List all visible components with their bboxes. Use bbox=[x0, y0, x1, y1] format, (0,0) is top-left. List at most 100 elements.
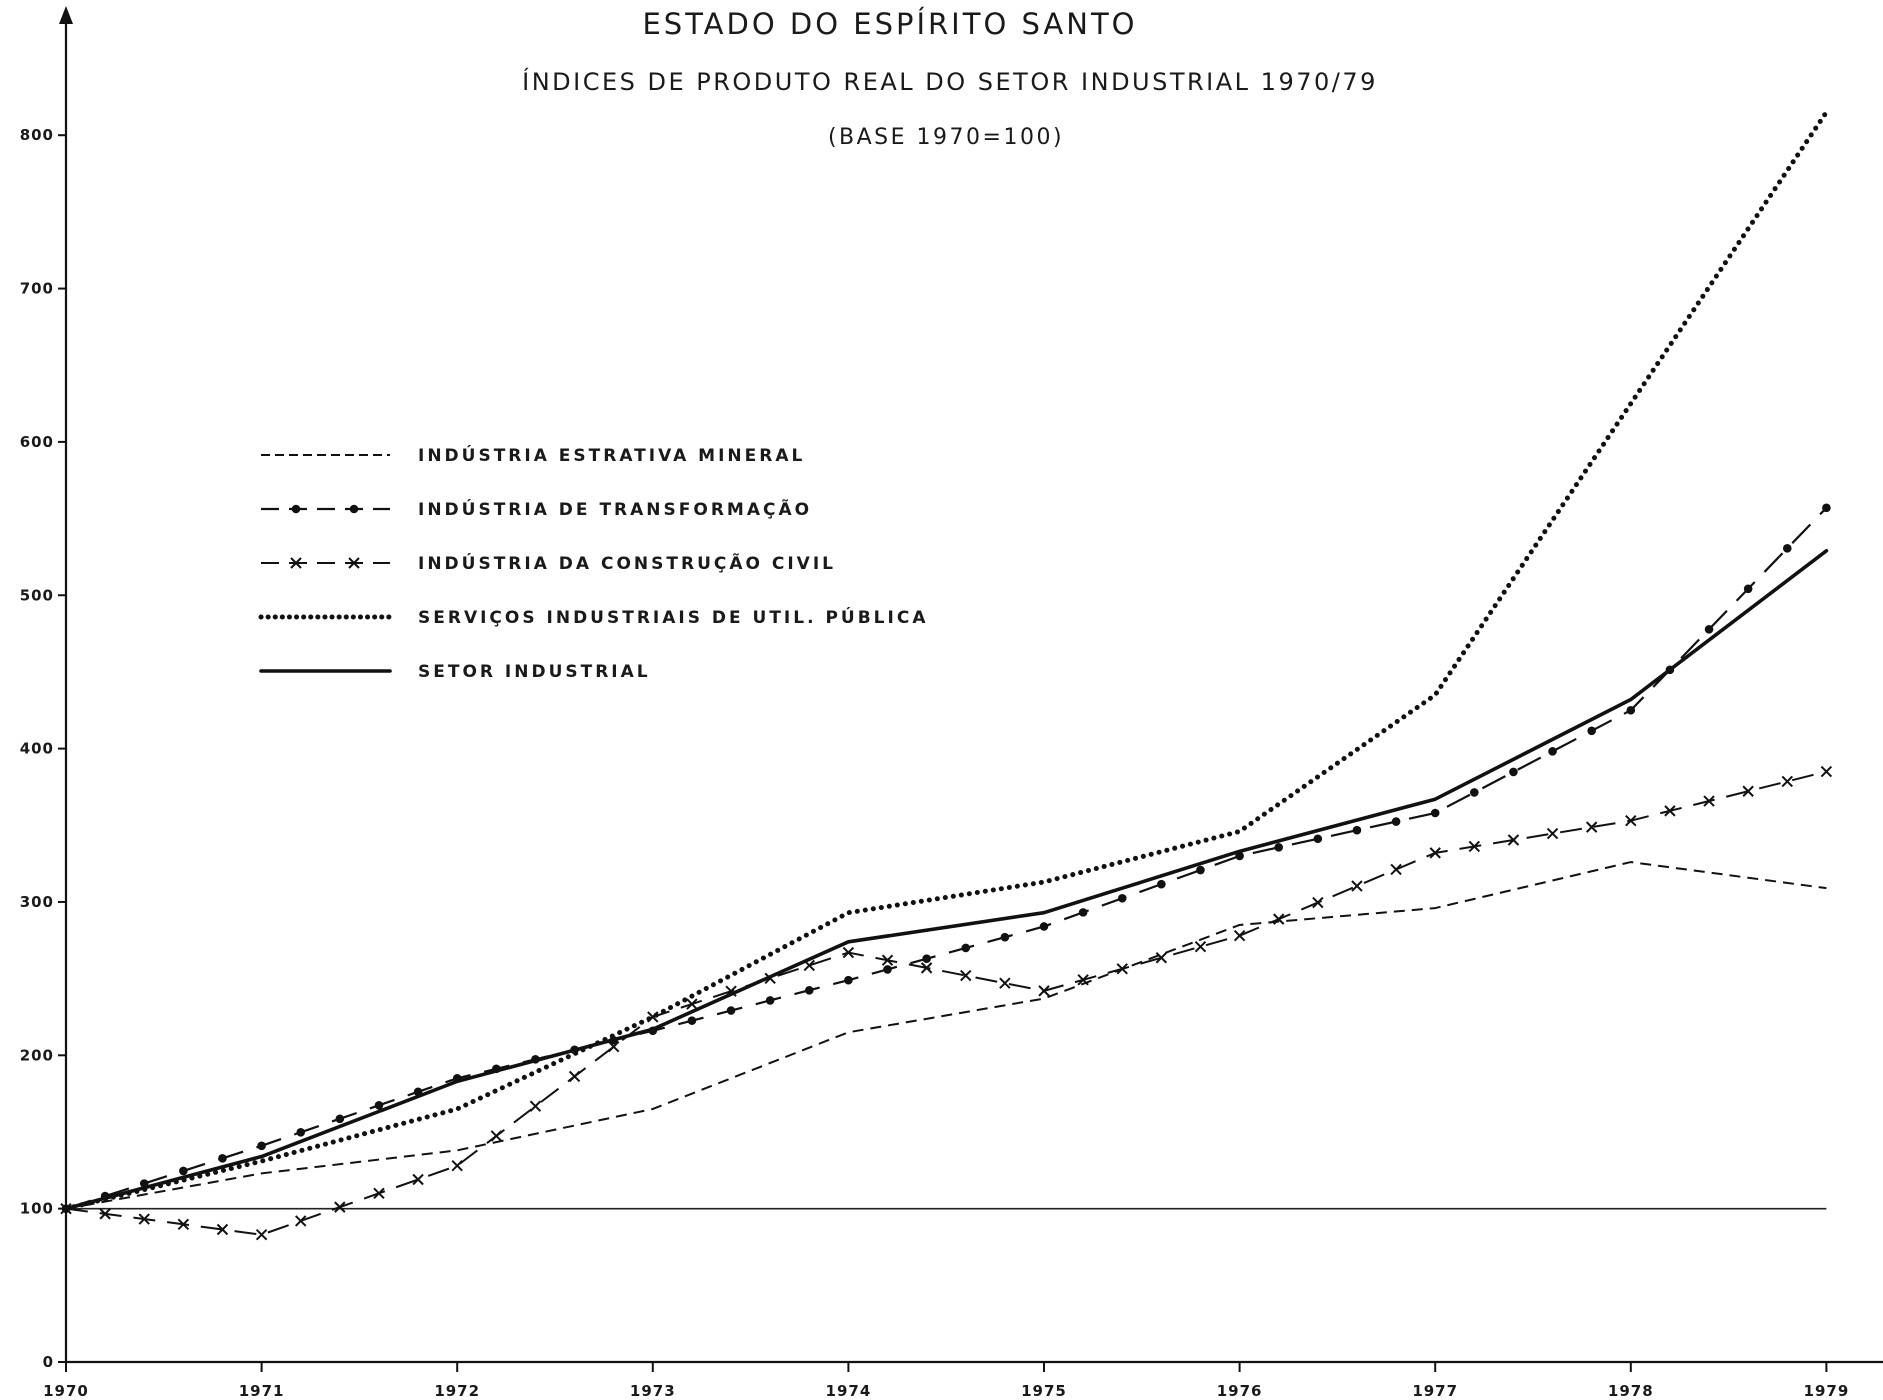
series-3 bbox=[60, 765, 1833, 1241]
line-marker bbox=[1782, 544, 1792, 553]
x-tick-label: 1972 bbox=[434, 1382, 480, 1400]
legend: INDÚSTRIA ESTRATIVA MINERAL INDÚSTRIA DE … bbox=[258, 444, 925, 682]
data-point bbox=[1038, 985, 1050, 997]
data-point bbox=[257, 1141, 266, 1151]
line-marker bbox=[999, 977, 1011, 989]
line-marker bbox=[1470, 788, 1479, 797]
line-marker bbox=[412, 1173, 424, 1186]
x-tick-label: 1978 bbox=[1608, 1382, 1654, 1400]
line-marker bbox=[920, 962, 933, 974]
line-marker bbox=[1196, 865, 1205, 875]
line-marker bbox=[765, 996, 775, 1005]
data-point bbox=[844, 975, 853, 985]
legend-item: SERVIÇOS INDUSTRIAIS DE UTIL. PÚBLICA bbox=[258, 606, 925, 628]
line-marker bbox=[1742, 785, 1754, 797]
line-marker bbox=[295, 1215, 307, 1227]
line-marker bbox=[1352, 825, 1362, 835]
x-tick-label: 1979 bbox=[1804, 1382, 1850, 1400]
x-tick-label: 1975 bbox=[1021, 1382, 1067, 1400]
line-marker bbox=[1743, 584, 1753, 594]
line-marker bbox=[1077, 974, 1089, 986]
line-marker bbox=[1155, 952, 1168, 964]
legend-label: INDÚSTRIA DE TRANSFORMAÇÃO bbox=[418, 497, 812, 520]
data-point bbox=[255, 1229, 268, 1241]
y-tick-label: 400 bbox=[20, 740, 54, 758]
series-2 bbox=[61, 503, 1831, 1213]
line-marker bbox=[1313, 834, 1323, 844]
line-marker bbox=[1546, 827, 1559, 840]
line-marker bbox=[726, 1006, 736, 1015]
x-tick-label: 1974 bbox=[826, 1382, 872, 1400]
data-point bbox=[1233, 929, 1246, 942]
line-marker bbox=[1273, 913, 1285, 925]
series-line bbox=[65, 861, 1827, 1210]
x-tick-label: 1971 bbox=[239, 1382, 285, 1400]
y-tick-label: 600 bbox=[20, 433, 54, 451]
data-point bbox=[1820, 765, 1833, 778]
line-marker bbox=[335, 1114, 345, 1124]
y-tick-label: 200 bbox=[20, 1046, 54, 1064]
line-marker bbox=[1116, 963, 1128, 975]
line-marker bbox=[1587, 726, 1596, 736]
data-point bbox=[1039, 922, 1049, 931]
legend-item: INDÚSTRIA DE TRANSFORMAÇÃO bbox=[261, 497, 812, 520]
line-marker bbox=[1274, 843, 1284, 852]
line-marker bbox=[607, 1041, 620, 1053]
line-marker bbox=[296, 1127, 306, 1137]
line-marker bbox=[1312, 896, 1324, 909]
series-line bbox=[63, 109, 1829, 1212]
y-tick-label: 0 bbox=[43, 1353, 54, 1371]
data-point bbox=[1429, 847, 1441, 859]
line-marker bbox=[1509, 767, 1518, 777]
data-point bbox=[1430, 808, 1440, 818]
line-marker bbox=[490, 1130, 503, 1142]
legend-item: SETOR INDUSTRIAL bbox=[259, 662, 651, 682]
line-marker bbox=[1468, 840, 1481, 853]
series-5 bbox=[64, 548, 1829, 1211]
x-tick-label: 1973 bbox=[630, 1382, 676, 1400]
legend-label: SETOR INDUSTRIAL bbox=[418, 662, 651, 682]
axes bbox=[59, 6, 1883, 1364]
line-marker bbox=[687, 1016, 697, 1025]
line-marker bbox=[804, 985, 814, 995]
line-marker bbox=[218, 1154, 227, 1163]
legend-marker bbox=[349, 504, 359, 514]
data-point bbox=[451, 1160, 463, 1172]
data-point bbox=[842, 946, 855, 959]
chart-base-note: (BASE 1970=100) bbox=[828, 125, 1064, 150]
series-4 bbox=[63, 109, 1829, 1212]
y-tick-label: 300 bbox=[20, 893, 54, 911]
line-marker bbox=[1391, 817, 1401, 826]
x-ticks: 1970 1971 1972 1973 1974 1975 1976 1977 1978 1979 bbox=[43, 1362, 1850, 1400]
y-tick-label: 800 bbox=[20, 126, 54, 144]
series-line bbox=[65, 770, 1827, 1236]
data-point bbox=[1822, 503, 1831, 513]
y-ticks: 0 100 200 300 400 500 600 700 800 bbox=[20, 126, 66, 1371]
x-tick-label: 1977 bbox=[1412, 1382, 1458, 1400]
line-marker bbox=[1704, 624, 1714, 634]
legend-label: INDÚSTRIA DA CONSTRUÇÃO CIVIL bbox=[418, 551, 836, 574]
line-marker bbox=[1664, 805, 1676, 817]
legend-marker bbox=[290, 557, 302, 569]
data-point bbox=[1625, 814, 1637, 827]
line-marker bbox=[960, 969, 972, 982]
line-marker bbox=[1117, 893, 1127, 903]
series-line bbox=[65, 507, 1828, 1210]
legend-item: INDÚSTRIA DA CONSTRUÇÃO CIVIL bbox=[261, 551, 836, 574]
chart-title: ESTADO DO ESPÍRITO SANTO bbox=[642, 7, 1137, 41]
series-1 bbox=[65, 861, 1827, 1210]
chart-subtitle: ÍNDICES DE PRODUTO REAL DO SETOR INDUSTR… bbox=[522, 67, 1378, 96]
line-marker bbox=[881, 954, 894, 966]
line-marker bbox=[883, 965, 892, 974]
line-marker bbox=[374, 1100, 384, 1110]
line-marker bbox=[1585, 821, 1598, 833]
line-marker bbox=[1157, 879, 1166, 889]
series-line bbox=[64, 548, 1829, 1211]
y-tick-label: 100 bbox=[20, 1200, 54, 1218]
y-axis-arrow bbox=[59, 6, 73, 24]
line-marker bbox=[373, 1187, 385, 1200]
line-marker bbox=[99, 1208, 111, 1220]
x-tick-label: 1976 bbox=[1217, 1382, 1263, 1400]
legend-label: INDÚSTRIA ESTRATIVA MINERAL bbox=[418, 444, 805, 466]
